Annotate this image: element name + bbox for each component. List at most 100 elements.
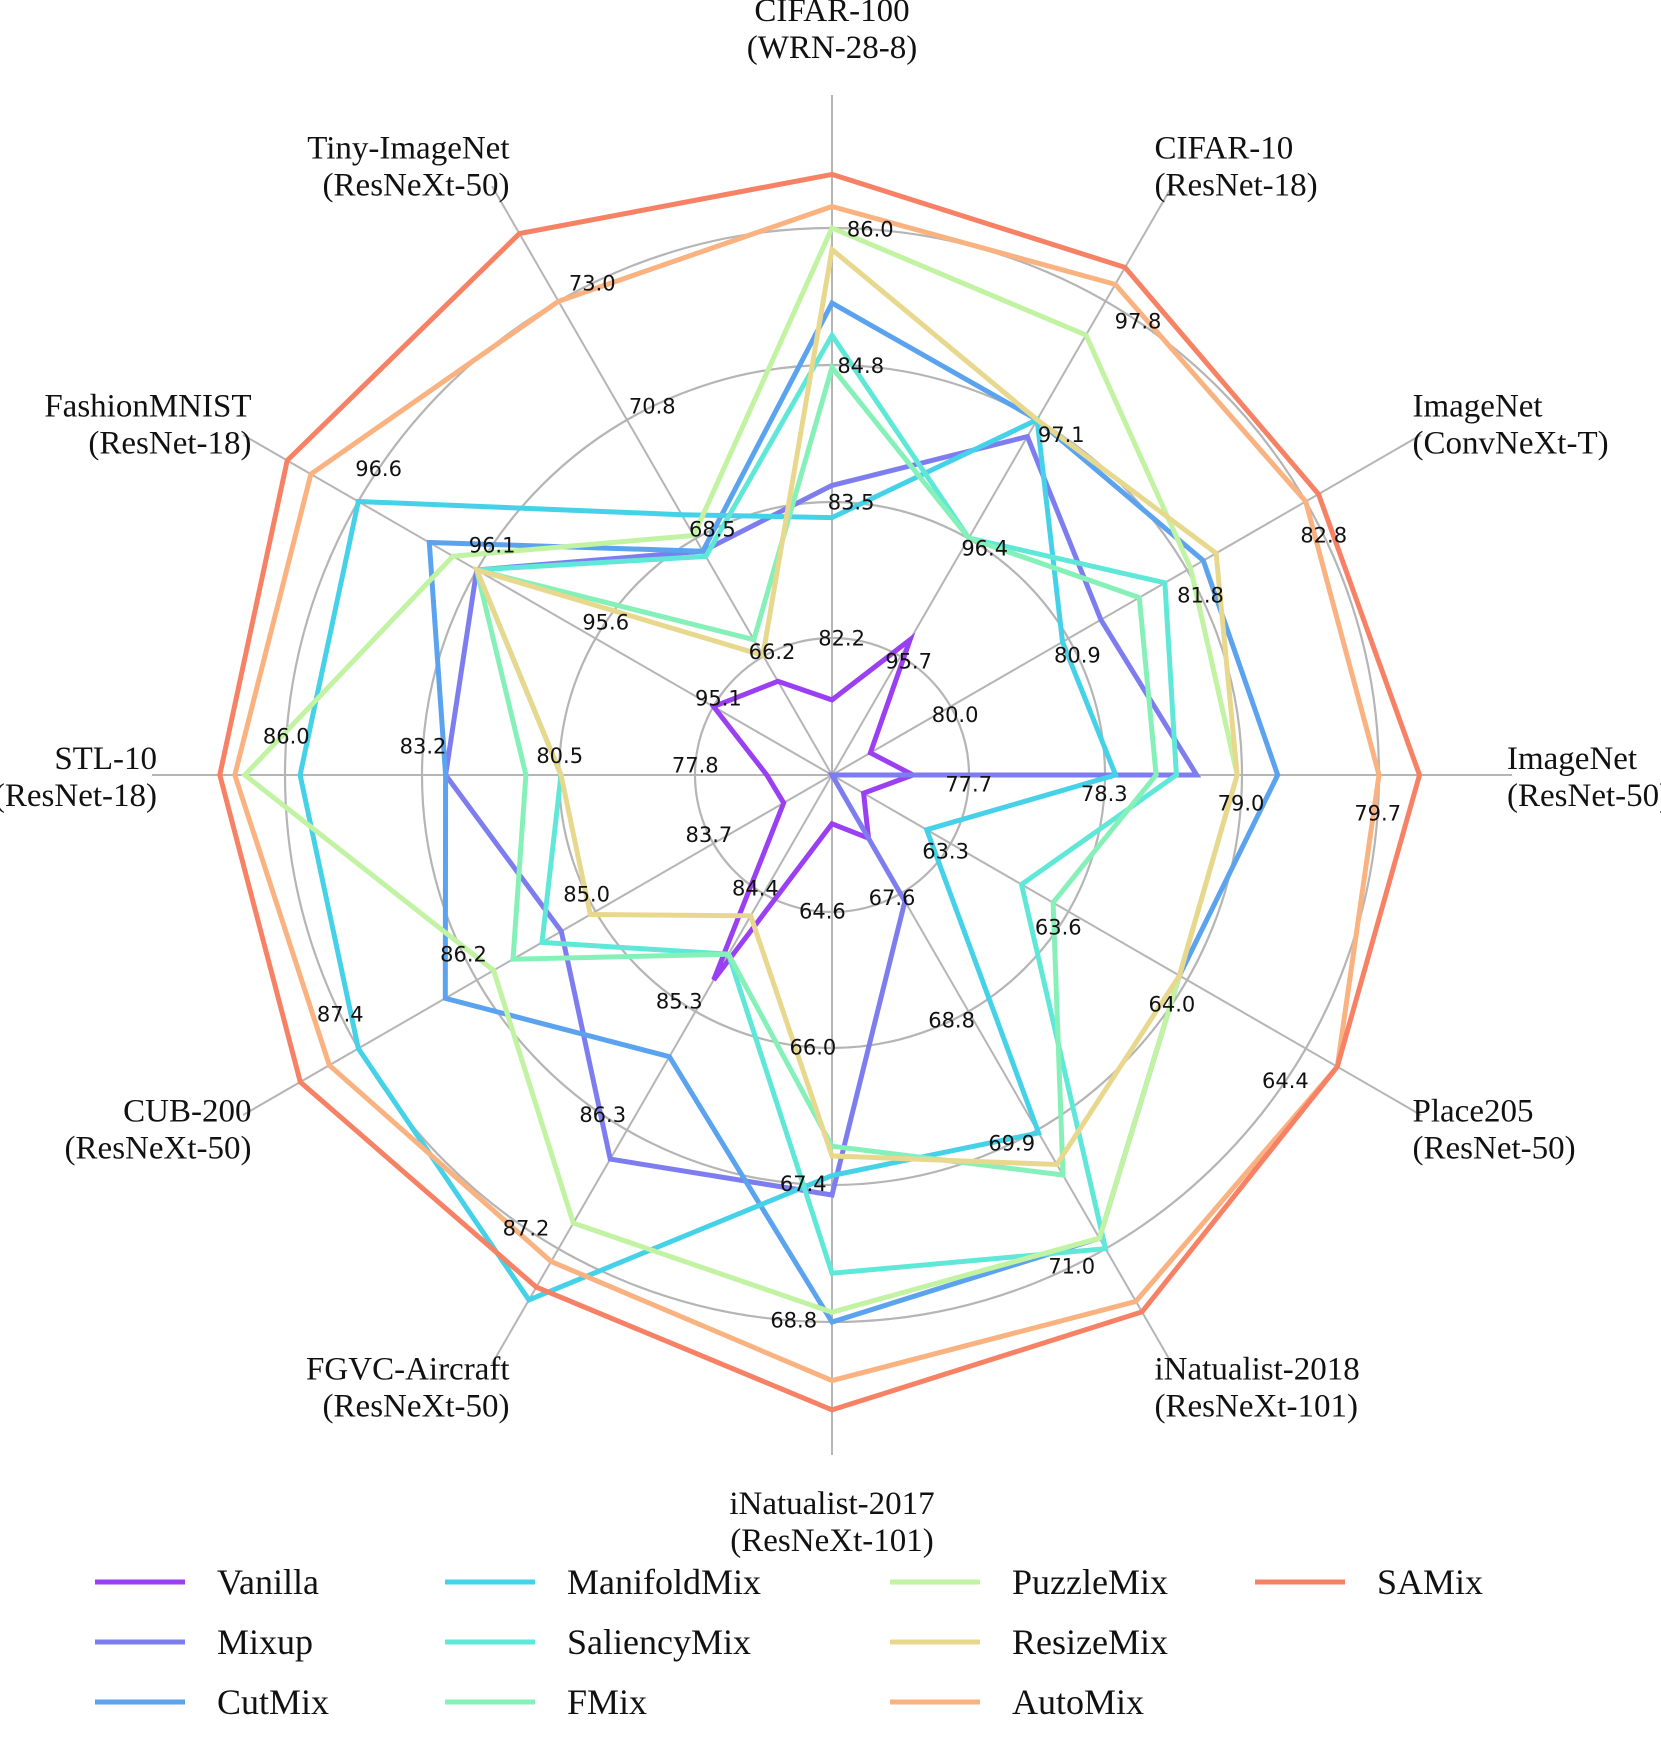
series-puzzlemix — [241, 224, 1240, 1315]
tick-label: 64.6 — [799, 900, 846, 924]
legend-label: FMix — [567, 1682, 647, 1722]
axis-label-model: (ResNet-18) — [88, 426, 251, 462]
tick-label: 67.4 — [780, 1172, 827, 1196]
tick-label: 85.0 — [563, 883, 610, 907]
axis-label-name: FashionMNIST — [44, 389, 251, 425]
tick-label: 95.6 — [582, 610, 629, 634]
tick-label: 86.3 — [579, 1103, 626, 1127]
legend-item-fmix: FMix — [445, 1682, 647, 1722]
axis-label-name: Place205 — [1413, 1094, 1534, 1130]
tick-label: 82.8 — [1300, 523, 1347, 547]
legend: Vanilla Mixup CutMix ManifoldMix SaliencyMix… — [95, 1562, 1483, 1722]
axis-label-name: iNatualist-2018 — [1155, 1352, 1360, 1388]
axis-label-model: (ResNet-50) — [1507, 778, 1661, 814]
legend-item-puzzlemix: PuzzleMix — [890, 1562, 1168, 1602]
axis-label-name: iNatualist-2017 — [729, 1486, 934, 1522]
axis-label-model: (ResNet-18) — [1155, 168, 1318, 204]
axis-label-name: FGVC-Aircraft — [306, 1352, 509, 1388]
series-automix — [232, 203, 1382, 1384]
axis-label-model: (ConvNeXt-T) — [1413, 426, 1609, 462]
axis-label-model: (ResNeXt-50) — [323, 168, 510, 204]
axis-label-model: (ResNeXt-101) — [730, 1523, 933, 1559]
legend-label: SaliencyMix — [567, 1622, 751, 1662]
tick-label: 87.4 — [317, 1003, 364, 1027]
legend-label: Vanilla — [217, 1562, 319, 1602]
tick-label: 66.0 — [790, 1035, 837, 1059]
axis-label-name: Tiny-ImageNet — [307, 131, 509, 167]
axis-label-model: (ResNeXt-50) — [65, 1131, 252, 1167]
legend-item-manifoldmix: ManifoldMix — [445, 1562, 761, 1602]
tick-label: 81.8 — [1177, 583, 1224, 607]
tick-label: 95.1 — [695, 686, 742, 710]
tick-label: 80.5 — [536, 744, 583, 768]
tick-label: 68.8 — [928, 1008, 975, 1032]
axis-label-model: (ResNeXt-101) — [1155, 1389, 1358, 1425]
tick-label: 78.3 — [1081, 782, 1128, 806]
axis-label-name: STL-10 — [54, 741, 157, 777]
tick-label: 79.0 — [1218, 792, 1265, 816]
axis-label-name: ImageNet — [1507, 741, 1637, 777]
tick-label: 69.9 — [988, 1132, 1035, 1156]
tick-label: 97.1 — [1038, 423, 1085, 447]
tick-label: 86.0 — [847, 217, 894, 241]
tick-label: 66.2 — [749, 640, 796, 664]
tick-label: 68.8 — [770, 1309, 817, 1333]
tick-label: 86.0 — [263, 725, 310, 749]
legend-label: PuzzleMix — [1012, 1562, 1168, 1602]
tick-label: 95.7 — [885, 649, 932, 673]
tick-label: 67.6 — [869, 886, 916, 910]
tick-label: 83.7 — [686, 823, 733, 847]
tick-label: 96.1 — [469, 534, 516, 558]
tick-label: 77.7 — [945, 773, 992, 797]
axis-label-model: (WRN-28-8) — [747, 30, 917, 66]
axis-spoke — [491, 774, 833, 1365]
tick-label: 83.2 — [400, 734, 447, 758]
axis-spoke — [831, 774, 1422, 1116]
tick-label: 96.6 — [355, 457, 402, 481]
axis-label-model: (ResNet-50) — [1413, 1131, 1576, 1167]
tick-label: 77.8 — [672, 753, 719, 777]
tick-label: 85.3 — [656, 989, 703, 1013]
tick-label: 97.8 — [1115, 310, 1162, 334]
legend-label: Mixup — [217, 1622, 313, 1662]
legend-item-vanilla: Vanilla — [95, 1562, 319, 1602]
tick-label: 84.4 — [732, 877, 779, 901]
legend-item-cutmix: CutMix — [95, 1682, 329, 1722]
tick-label: 63.3 — [922, 840, 969, 864]
tick-label: 68.5 — [689, 518, 736, 542]
tick-label: 82.2 — [818, 626, 865, 650]
tick-label: 63.6 — [1035, 916, 1082, 940]
legend-label: AutoMix — [1012, 1682, 1144, 1722]
legend-label: ResizeMix — [1012, 1622, 1168, 1662]
legend-item-automix: AutoMix — [890, 1682, 1144, 1722]
tick-label: 71.0 — [1048, 1255, 1095, 1279]
axis-spoke — [491, 185, 833, 776]
tick-label: 96.4 — [961, 537, 1008, 561]
legend-item-mixup: Mixup — [95, 1622, 313, 1662]
tick-label: 84.8 — [837, 354, 884, 378]
radar-tick-labels: 82.2 83.5 84.8 86.0 95.7 96.4 97.1 97.8 80.0 80.9… — [263, 217, 1401, 1332]
tick-label: 86.2 — [440, 943, 487, 967]
legend-item-resizemix: ResizeMix — [890, 1622, 1168, 1662]
axis-label-name: ImageNet — [1413, 389, 1543, 425]
legend-item-saliencymix: SaliencyMix — [445, 1622, 751, 1662]
series-resizemix — [472, 244, 1240, 1168]
axis-label-model: (ResNeXt-50) — [323, 1389, 510, 1425]
tick-label: 79.7 — [1354, 801, 1401, 825]
legend-item-samix: SAMix — [1255, 1562, 1483, 1602]
legend-label: SAMix — [1377, 1562, 1483, 1602]
legend-label: CutMix — [217, 1682, 329, 1722]
tick-label: 73.0 — [569, 271, 616, 295]
series-samix — [217, 171, 1423, 1413]
axis-spoke — [242, 774, 833, 1116]
tick-label: 80.0 — [932, 703, 979, 727]
tick-label: 87.2 — [503, 1216, 550, 1240]
tick-label: 70.8 — [629, 395, 676, 419]
tick-label: 64.4 — [1262, 1069, 1309, 1093]
tick-label: 64.0 — [1149, 992, 1196, 1016]
axis-label-name: CUB-200 — [123, 1094, 251, 1130]
series-vanilla — [709, 632, 920, 982]
tick-label: 83.5 — [828, 491, 875, 515]
axis-spoke — [242, 434, 833, 776]
